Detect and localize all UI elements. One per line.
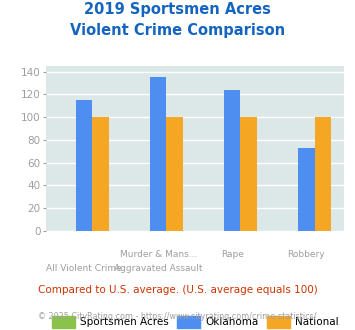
Bar <box>298 148 315 231</box>
Bar <box>240 117 257 231</box>
Bar <box>76 100 92 231</box>
Text: All Violent Crime: All Violent Crime <box>46 264 122 273</box>
Bar <box>315 117 331 231</box>
Bar <box>166 117 183 231</box>
Text: Robbery: Robbery <box>288 250 325 259</box>
Text: © 2025 CityRating.com - https://www.cityrating.com/crime-statistics/: © 2025 CityRating.com - https://www.city… <box>38 312 317 321</box>
Text: 2019 Sportsmen Acres: 2019 Sportsmen Acres <box>84 2 271 16</box>
Text: Murder & Mans...: Murder & Mans... <box>120 250 197 259</box>
Bar <box>224 90 240 231</box>
Text: Rape: Rape <box>221 250 244 259</box>
Text: Violent Crime Comparison: Violent Crime Comparison <box>70 23 285 38</box>
Text: Aggravated Assault: Aggravated Assault <box>114 264 202 273</box>
Text: Compared to U.S. average. (U.S. average equals 100): Compared to U.S. average. (U.S. average … <box>38 285 317 295</box>
Bar <box>92 117 109 231</box>
Legend: Sportsmen Acres, Oklahoma, National: Sportsmen Acres, Oklahoma, National <box>48 312 343 330</box>
Bar <box>150 77 166 231</box>
